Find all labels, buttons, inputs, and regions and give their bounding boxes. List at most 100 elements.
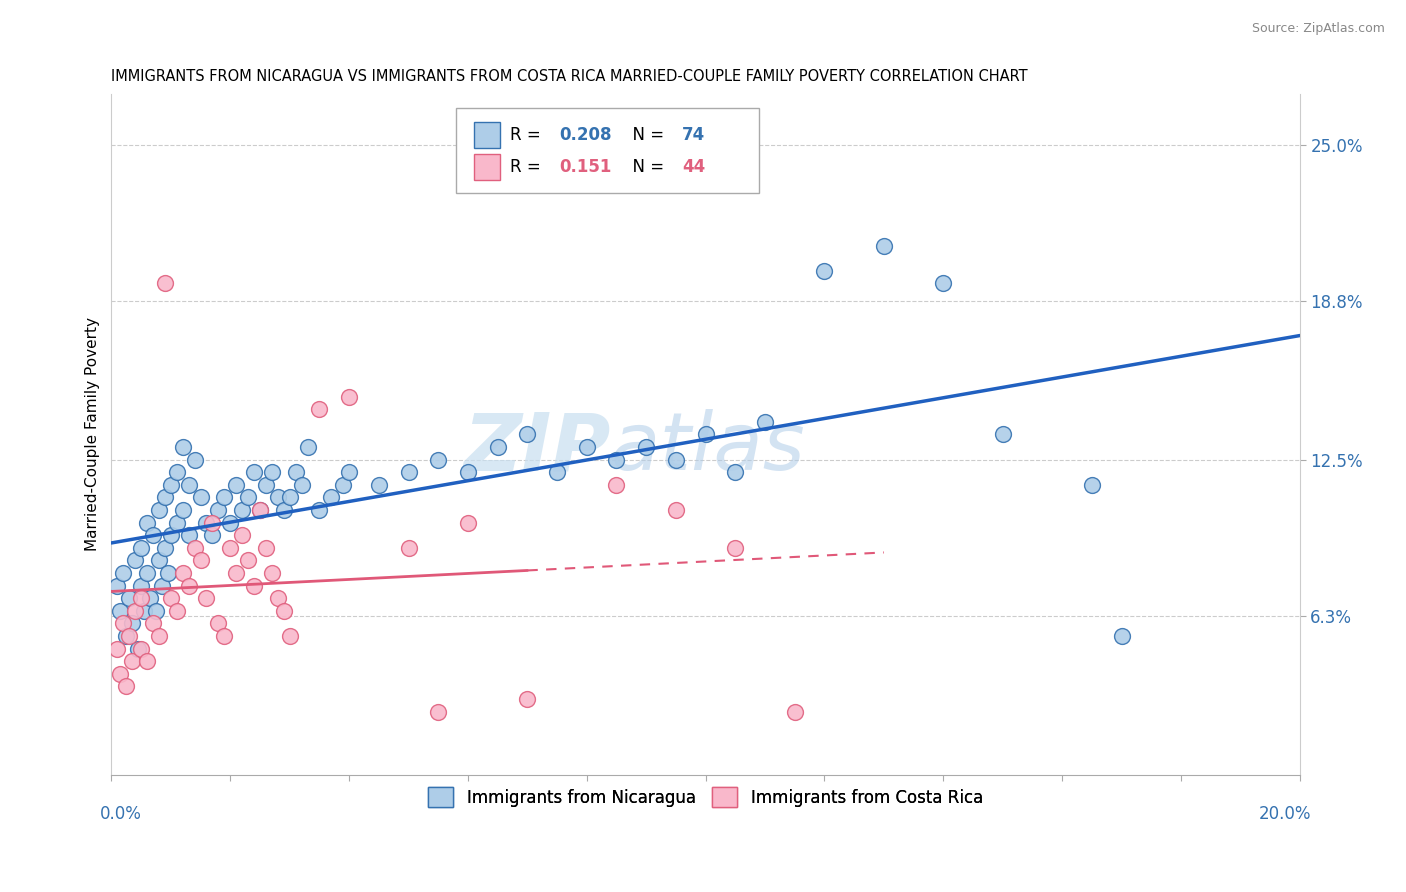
Point bbox=[166, 604, 188, 618]
Point bbox=[873, 238, 896, 252]
Point bbox=[991, 427, 1014, 442]
Point bbox=[225, 478, 247, 492]
Text: 20.0%: 20.0% bbox=[1260, 805, 1312, 823]
Point bbox=[367, 478, 389, 492]
Point bbox=[118, 629, 141, 643]
Point bbox=[546, 465, 568, 479]
Point bbox=[136, 566, 159, 580]
Point bbox=[201, 516, 224, 530]
Point bbox=[290, 478, 312, 492]
Point bbox=[225, 566, 247, 580]
Point bbox=[121, 616, 143, 631]
Point bbox=[183, 541, 205, 555]
Point bbox=[1081, 478, 1104, 492]
Point bbox=[124, 604, 146, 618]
Point bbox=[129, 579, 152, 593]
Point bbox=[136, 654, 159, 668]
FancyBboxPatch shape bbox=[474, 122, 501, 148]
Point bbox=[231, 503, 253, 517]
Point bbox=[177, 579, 200, 593]
Point bbox=[148, 503, 170, 517]
Point bbox=[337, 390, 360, 404]
Point bbox=[115, 629, 138, 643]
Point bbox=[207, 503, 229, 517]
Point bbox=[190, 491, 212, 505]
Text: Source: ZipAtlas.com: Source: ZipAtlas.com bbox=[1251, 22, 1385, 36]
Point bbox=[172, 503, 194, 517]
Point bbox=[724, 465, 747, 479]
Text: N =: N = bbox=[623, 158, 669, 177]
Point bbox=[724, 541, 747, 555]
Point bbox=[172, 566, 194, 580]
Point bbox=[124, 553, 146, 567]
Point bbox=[516, 427, 538, 442]
Point bbox=[231, 528, 253, 542]
Point bbox=[166, 465, 188, 479]
Point bbox=[136, 516, 159, 530]
Point bbox=[129, 541, 152, 555]
Point bbox=[284, 465, 307, 479]
Point bbox=[1111, 629, 1133, 643]
Point bbox=[605, 478, 627, 492]
Point bbox=[636, 440, 658, 454]
Text: 0.151: 0.151 bbox=[560, 158, 612, 177]
Point bbox=[273, 503, 295, 517]
FancyBboxPatch shape bbox=[474, 154, 501, 180]
Point bbox=[236, 491, 259, 505]
Point bbox=[249, 503, 271, 517]
Point bbox=[150, 579, 173, 593]
Point bbox=[110, 666, 132, 681]
Point bbox=[695, 427, 717, 442]
Point bbox=[457, 516, 479, 530]
Point bbox=[105, 641, 128, 656]
Text: R =: R = bbox=[509, 158, 546, 177]
Point bbox=[183, 452, 205, 467]
Point bbox=[153, 541, 176, 555]
Point bbox=[177, 528, 200, 542]
Point bbox=[142, 616, 165, 631]
Point bbox=[214, 491, 236, 505]
Point bbox=[260, 566, 283, 580]
Text: R =: R = bbox=[509, 127, 546, 145]
Point bbox=[398, 541, 420, 555]
Legend: Immigrants from Nicaragua, Immigrants from Costa Rica: Immigrants from Nicaragua, Immigrants fr… bbox=[422, 780, 990, 814]
Point bbox=[112, 566, 135, 580]
Point bbox=[139, 591, 162, 606]
Point bbox=[337, 465, 360, 479]
Point bbox=[201, 528, 224, 542]
Point bbox=[308, 402, 330, 417]
Point bbox=[297, 440, 319, 454]
Point bbox=[254, 541, 277, 555]
Point bbox=[160, 528, 183, 542]
Point bbox=[129, 641, 152, 656]
Point bbox=[115, 680, 138, 694]
Point bbox=[665, 452, 688, 467]
Point bbox=[166, 516, 188, 530]
Point bbox=[236, 553, 259, 567]
Point bbox=[249, 503, 271, 517]
Point bbox=[516, 692, 538, 706]
Point bbox=[195, 591, 218, 606]
Point bbox=[153, 277, 176, 291]
Point bbox=[132, 604, 155, 618]
Point bbox=[105, 579, 128, 593]
Point bbox=[243, 579, 266, 593]
Point bbox=[160, 591, 183, 606]
Point bbox=[486, 440, 509, 454]
Point bbox=[118, 591, 141, 606]
Point bbox=[267, 491, 290, 505]
Text: 74: 74 bbox=[682, 127, 704, 145]
Point bbox=[665, 503, 688, 517]
Point bbox=[153, 491, 176, 505]
Point bbox=[308, 503, 330, 517]
Point bbox=[754, 415, 776, 429]
Point bbox=[457, 465, 479, 479]
Point bbox=[142, 528, 165, 542]
Point bbox=[321, 491, 343, 505]
Point bbox=[145, 604, 167, 618]
Point bbox=[214, 629, 236, 643]
Point bbox=[129, 591, 152, 606]
Text: IMMIGRANTS FROM NICARAGUA VS IMMIGRANTS FROM COSTA RICA MARRIED-COUPLE FAMILY PO: IMMIGRANTS FROM NICARAGUA VS IMMIGRANTS … bbox=[111, 69, 1028, 84]
Text: 44: 44 bbox=[682, 158, 704, 177]
Point bbox=[172, 440, 194, 454]
